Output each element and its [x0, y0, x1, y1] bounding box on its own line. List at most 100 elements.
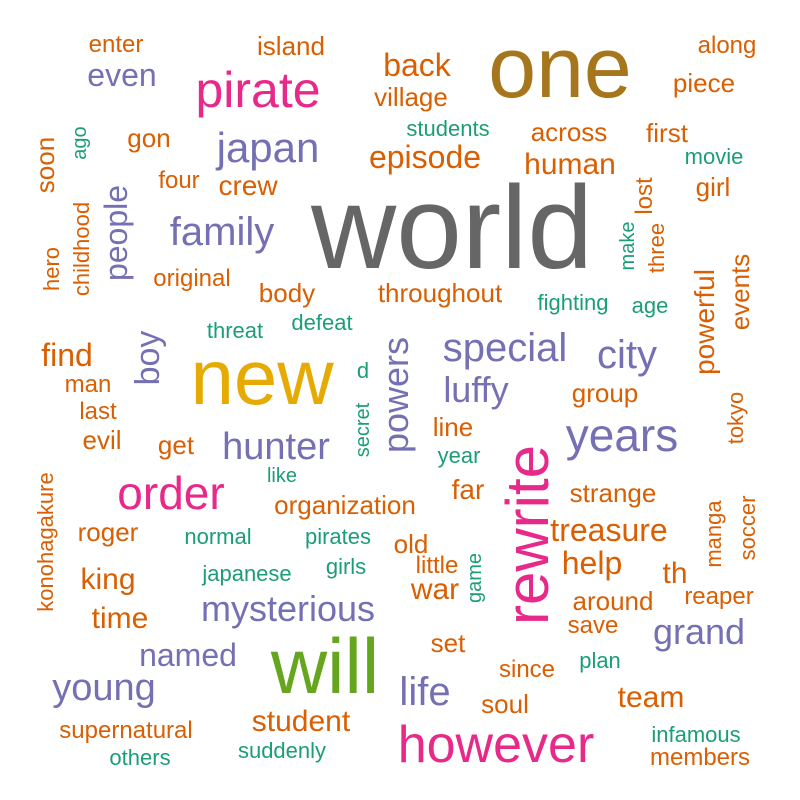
word-childhood: childhood — [69, 201, 94, 297]
word-hero: hero — [39, 246, 64, 292]
word-little: little — [415, 552, 459, 579]
word-th: th — [662, 557, 688, 590]
word-grand: grand — [652, 611, 746, 652]
word-plan: plan — [579, 648, 621, 673]
word-treasure: treasure — [550, 512, 668, 548]
word-since: since — [498, 656, 556, 683]
word-man: man — [64, 371, 112, 398]
word-supernatural: supernatural — [59, 717, 193, 744]
word-people: people — [98, 184, 134, 282]
word-king: king — [80, 563, 136, 596]
word-boy: boy — [129, 330, 167, 386]
word-pirate: pirate — [195, 62, 321, 118]
word-special: special — [442, 326, 568, 370]
word-gon: gon — [127, 123, 171, 153]
word-make: make — [617, 221, 639, 271]
word-pirates: pirates — [304, 524, 372, 549]
word-episode: episode — [368, 139, 482, 175]
word-rewrite: rewrite — [494, 444, 561, 626]
word-find: find — [41, 337, 93, 373]
word-will: will — [270, 622, 380, 710]
word-body: body — [258, 278, 316, 308]
word-set: set — [430, 628, 466, 658]
word-last: last — [79, 398, 117, 425]
word-like: like — [266, 465, 298, 487]
word-japan: japan — [216, 124, 320, 171]
word-tokyo: tokyo — [723, 391, 748, 445]
word-far: far — [451, 474, 485, 505]
word-reaper: reaper — [684, 583, 754, 610]
word-enter: enter — [88, 31, 144, 58]
word-fighting: fighting — [537, 290, 609, 315]
word-others: others — [109, 745, 171, 770]
word-japanese: japanese — [202, 561, 292, 586]
word-even: even — [87, 57, 157, 93]
word-crew: crew — [218, 170, 278, 201]
word-d: d — [356, 358, 370, 383]
word-hunter: hunter — [222, 426, 330, 468]
word-soon: soon — [30, 136, 60, 194]
word-suddenly: suddenly — [237, 738, 327, 763]
word-year: year — [437, 443, 481, 468]
word-human: human — [524, 148, 616, 181]
word-first: first — [646, 118, 688, 148]
word-three: three — [644, 222, 669, 274]
word-powerful: powerful — [689, 269, 720, 375]
word-around: around — [572, 586, 654, 616]
word-new: new — [190, 333, 334, 421]
word-infamous: infamous — [651, 722, 741, 747]
word-powers: powers — [375, 336, 416, 454]
word-manga: manga — [701, 500, 726, 568]
word-life: life — [399, 670, 451, 714]
word-girls: girls — [325, 554, 367, 579]
word-team: team — [617, 681, 685, 714]
word-original: original — [153, 265, 231, 292]
word-strange: strange — [569, 478, 657, 508]
word-luffy: luffy — [443, 369, 509, 410]
word-events: events — [725, 253, 755, 331]
word-city: city — [597, 333, 657, 377]
word-age: age — [631, 293, 669, 318]
word-village: village — [374, 82, 448, 112]
word-lost: lost — [631, 177, 658, 215]
word-soccer: soccer — [735, 495, 760, 561]
word-members: members — [649, 744, 751, 771]
word-young: young — [52, 667, 156, 709]
word-four: four — [158, 167, 200, 194]
word-organization: organization — [274, 490, 416, 520]
word-evil: evil — [82, 425, 122, 455]
word-across: across — [530, 117, 608, 147]
word-student: student — [251, 705, 351, 738]
word-years: years — [565, 409, 679, 461]
word-mysterious: mysterious — [200, 588, 376, 629]
word-secret: secret — [352, 402, 374, 458]
word-game: game — [464, 552, 486, 604]
word-throughout: throughout — [377, 278, 503, 308]
word-time: time — [91, 602, 149, 635]
word-family: family — [169, 210, 275, 254]
word-girl: girl — [695, 172, 731, 202]
word-defeat: defeat — [291, 310, 353, 335]
word-ago: ago — [69, 126, 91, 160]
word-back: back — [383, 47, 451, 83]
word-students: students — [406, 116, 490, 141]
word-one: one — [488, 20, 632, 116]
word-movie: movie — [684, 144, 744, 169]
word-piece: piece — [672, 68, 736, 98]
word-save: save — [567, 612, 619, 639]
word-konohagakure: konohagakure — [33, 472, 58, 612]
word-island: island — [257, 31, 325, 61]
word-help: help — [561, 545, 623, 581]
word-order: order — [117, 467, 225, 519]
word-normal: normal — [184, 524, 252, 549]
word-threat: threat — [206, 318, 264, 343]
word-soul: soul — [481, 689, 529, 719]
word-group: group — [571, 378, 639, 408]
word-war: war — [410, 573, 460, 606]
word-named: named — [139, 637, 237, 673]
word-get: get — [157, 430, 195, 460]
word-world: world — [311, 162, 593, 294]
word-along: along — [697, 32, 757, 59]
word-however: however — [397, 716, 595, 774]
